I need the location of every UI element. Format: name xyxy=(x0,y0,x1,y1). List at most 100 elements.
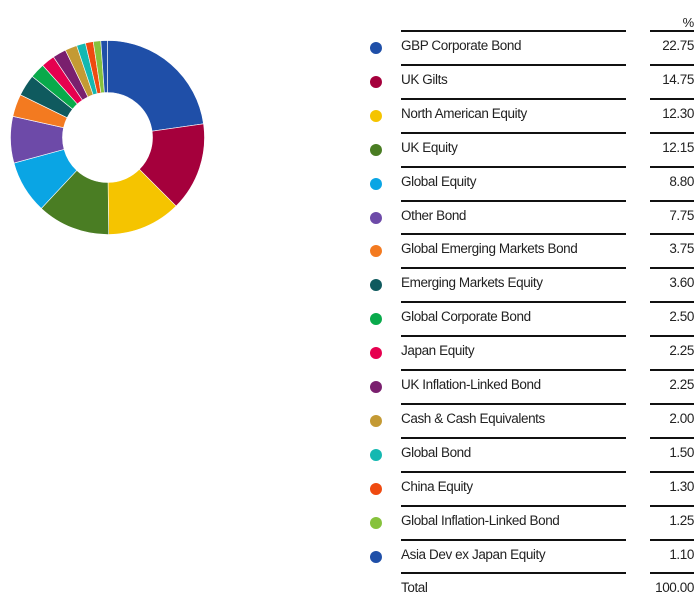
row-divider xyxy=(650,470,694,473)
legend-label: Global Bond xyxy=(401,444,471,460)
legend-label: Cash & Cash Equivalents xyxy=(401,410,545,426)
legend-value: 1.50 xyxy=(669,444,694,460)
legend-row: Japan Equity 2.25 xyxy=(0,335,695,368)
legend-swatch xyxy=(370,109,382,122)
legend-row: Global Inflation-Linked Bond 1.25 xyxy=(0,504,695,538)
legend-swatch xyxy=(370,482,382,495)
row-divider xyxy=(650,233,694,236)
legend-label: GBP Corporate Bond xyxy=(401,38,522,53)
legend-row: Asia Dev ex Japan Equity 1.10 xyxy=(0,538,695,572)
row-divider xyxy=(650,402,694,405)
row-divider xyxy=(650,97,694,100)
legend-row: China Equity 1.30 xyxy=(0,470,695,504)
legend-swatch xyxy=(370,516,382,529)
legend-row: Cash & Cash Equivalents 2.00 xyxy=(0,402,695,436)
legend-row: UK Equity 12.15 xyxy=(0,131,695,165)
legend-row: Other Bond 7.75 xyxy=(0,199,695,233)
legend-value: 7.75 xyxy=(669,207,694,223)
legend-value: 14.75 xyxy=(662,71,694,87)
legend-swatch xyxy=(370,279,382,292)
legend-swatch xyxy=(370,245,382,258)
row-divider xyxy=(650,572,694,575)
value-column-header: % xyxy=(682,15,695,30)
legend-swatch xyxy=(370,448,382,461)
legend-value: 22.75 xyxy=(662,38,694,53)
row-divider xyxy=(401,301,626,304)
row-divider xyxy=(401,199,626,202)
row-divider xyxy=(650,131,694,134)
legend-label: Emerging Markets Equity xyxy=(401,275,543,291)
legend-value: 1.30 xyxy=(669,478,694,494)
legend-value: 2.25 xyxy=(669,377,694,392)
legend-row: Global Bond 1.50 xyxy=(0,436,695,470)
legend-value: 2.50 xyxy=(669,309,694,325)
donut-slice xyxy=(100,40,108,93)
row-divider xyxy=(401,335,626,338)
legend-value: 2.00 xyxy=(669,410,694,426)
row-divider xyxy=(401,369,626,371)
legend-label: North American Equity xyxy=(401,105,527,121)
legend-swatch xyxy=(370,313,382,326)
legend-label: Other Bond xyxy=(401,207,467,223)
legend-label: UK Inflation-Linked Bond xyxy=(401,377,541,392)
row-divider xyxy=(650,165,694,168)
legend-label: Global Inflation-Linked Bond xyxy=(401,512,560,528)
row-divider xyxy=(401,233,626,236)
row-divider xyxy=(401,504,626,507)
legend-label: Global Emerging Markets Bond xyxy=(401,241,578,257)
legend-swatch xyxy=(370,177,382,190)
legend-value: 3.75 xyxy=(669,241,694,257)
legend-swatch xyxy=(370,381,382,393)
legend-value: 1.10 xyxy=(669,546,694,562)
row-divider xyxy=(401,131,626,134)
legend-swatch xyxy=(370,143,382,156)
row-divider xyxy=(650,335,694,338)
legend-swatch xyxy=(370,347,382,360)
legend-swatch xyxy=(370,550,382,563)
row-divider xyxy=(401,402,626,405)
legend-value: 12.15 xyxy=(662,139,694,155)
row-divider xyxy=(650,63,694,66)
row-divider xyxy=(650,436,694,439)
row-divider xyxy=(650,301,694,304)
row-divider xyxy=(650,538,694,541)
total-label: Total xyxy=(401,580,428,596)
donut-slice xyxy=(107,40,204,132)
row-divider xyxy=(401,538,626,541)
row-divider xyxy=(401,63,626,66)
legend-row: Global Emerging Markets Bond 3.75 xyxy=(0,233,695,266)
legend-value: 12.30 xyxy=(662,105,694,121)
legend-row: North American Equity 12.30 xyxy=(0,97,695,131)
legend-label: Asia Dev ex Japan Equity xyxy=(401,546,546,562)
row-divider xyxy=(650,267,694,270)
row-divider xyxy=(401,470,626,473)
donut-chart xyxy=(10,40,205,235)
legend-value: 8.80 xyxy=(669,173,694,189)
legend-row: UK Gilts 14.75 xyxy=(0,63,695,97)
row-divider xyxy=(401,436,626,439)
legend-row: Global Corporate Bond 2.50 xyxy=(0,301,695,334)
legend-label: UK Equity xyxy=(401,139,458,155)
legend-label: China Equity xyxy=(401,478,473,494)
legend-swatch xyxy=(370,211,382,224)
legend-row: Emerging Markets Equity 3.60 xyxy=(0,267,695,300)
legend-row: UK Inflation-Linked Bond 2.25 xyxy=(0,369,695,402)
row-divider xyxy=(401,165,626,168)
legend-swatch xyxy=(370,414,382,427)
legend-value: 3.60 xyxy=(669,275,694,291)
legend-swatch xyxy=(370,75,382,88)
row-divider xyxy=(650,199,694,202)
legend-label: UK Gilts xyxy=(401,71,448,87)
row-divider xyxy=(401,97,626,100)
legend-value: 1.25 xyxy=(669,512,694,528)
legend-row: Global Equity 8.80 xyxy=(0,165,695,199)
legend-value: 2.25 xyxy=(669,343,694,359)
legend-row: GBP Corporate Bond 22.75 xyxy=(0,30,695,63)
row-divider xyxy=(401,30,626,32)
legend-label: Japan Equity xyxy=(401,343,475,359)
row-divider xyxy=(401,572,626,575)
row-divider xyxy=(401,267,626,270)
legend-label: Global Equity xyxy=(401,173,477,189)
total-row: Total 100.00 xyxy=(0,572,695,605)
row-divider xyxy=(650,504,694,507)
